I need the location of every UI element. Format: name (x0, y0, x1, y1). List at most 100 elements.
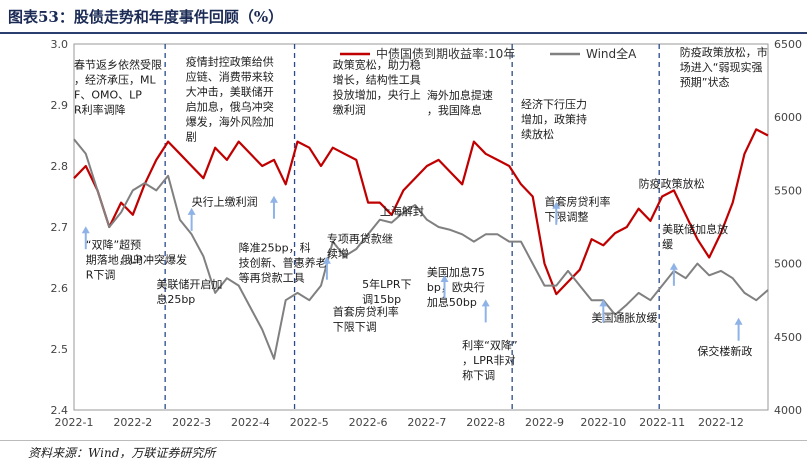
x-tick-label: 2022-4 (231, 416, 270, 429)
annotation-line: 爆发，海外风险加 (186, 114, 274, 128)
x-tick-label: 2022-5 (290, 416, 329, 429)
annotation: 俄乌冲突爆发 (121, 253, 187, 267)
annotation: 专项再贷款继续增 (327, 231, 393, 260)
annotation-line: 美国加息75 (427, 265, 485, 279)
annotation-line: 下限调整 (545, 210, 589, 224)
annotation: 政策宽松，助力稳增长，结构性工具投放增加，央行上缴利润 (333, 57, 421, 116)
chart-title: 图表53：股债走势和年度事件回顾（%） (8, 8, 284, 26)
x-tick-label: 2022-2 (113, 416, 152, 429)
legend-label: 中债国债到期收益率:10年 (376, 46, 515, 61)
annotation-line: 场进入“弱现实强 (680, 60, 763, 74)
annotation-line: 5年LPR下 (362, 277, 411, 291)
annotation-line: 经济下行压力 (521, 97, 587, 111)
annotation: 美国加息75 bp，欧央行加息50bp (427, 265, 485, 309)
annotation: 首套房贷利率下限下调 (333, 304, 399, 333)
annotation-line: 技创新、普惠养老 (239, 255, 327, 269)
annotation-line: 海外加息提速 (427, 88, 493, 102)
annotation-line: 专项再贷款继 (327, 231, 393, 245)
x-tick-label: 2022-9 (525, 416, 564, 429)
annotation-line: 息25bp (156, 292, 195, 306)
annotation-line: 大冲击，美联储开 (186, 84, 274, 98)
annotation-line: 美国通胀放缓 (592, 311, 658, 325)
annotation: 防疫政策放松，市场进入“弱现实强预期”状态 (680, 45, 768, 89)
event-arrow-head (187, 207, 196, 215)
annotation: 降准25bp，科技创新、普惠养老等再贷款工具 (239, 240, 327, 284)
annotation-line: 剧 (186, 130, 197, 143)
annotation-line: 首套房贷利率 (545, 195, 611, 209)
event-arrow-head (269, 195, 278, 203)
annotation: 首套房贷利率下限调整 (545, 195, 611, 224)
annotation: 5年LPR下调15bp (362, 277, 411, 306)
annotation-line: ，我国降息 (427, 103, 482, 117)
annotation-line: 利率“双降” (462, 338, 517, 352)
annotation: 利率“双降”，LPR非对称下调 (462, 338, 517, 382)
annotation-line: 防疫政策放松，市 (680, 45, 768, 59)
x-tick-label: 2022-6 (349, 416, 388, 429)
annotation: 防疫政策放松 (639, 176, 705, 190)
annotation-line: 降准25bp，科 (239, 240, 311, 254)
annotation: 上海解封 (380, 204, 424, 218)
x-tick-label: 2022-10 (580, 416, 626, 429)
annotation-line: 俄乌冲突爆发 (121, 253, 187, 267)
event-arrow-head (552, 201, 561, 209)
annotation-line: R利率调降 (74, 102, 126, 116)
annotation-line: 保交楼新政 (697, 344, 752, 358)
annotation: 央行上缴利润 (192, 195, 258, 209)
annotation: 美联储加息放缓 (662, 222, 728, 251)
annotation-line: 启加息，俄乌冲突 (186, 99, 274, 113)
annotation-line: 应链、消费带来较 (186, 69, 274, 83)
annotation-line: 投放增加，央行上 (333, 87, 421, 101)
annotation-line: 增长，结构性工具 (333, 72, 421, 86)
annotation-line: 缓 (662, 238, 673, 251)
x-tick-label: 2022-8 (466, 416, 505, 429)
source-bar: 资料来源：Wind，万联证券研究所 (0, 440, 807, 466)
annotation-line: 续放松 (521, 127, 554, 141)
annotation-line: 称下调 (462, 368, 495, 382)
annotation-line: 春节返乡依然受限 (74, 57, 162, 71)
annotation-line: 续增 (327, 246, 349, 260)
event-arrow-head (599, 299, 608, 307)
annotation-line: 期落地，LP (86, 253, 143, 266)
annotation-line: 美联储加息放 (662, 222, 728, 236)
event-arrow-head (322, 256, 331, 264)
left-tick-label: 2.9 (51, 99, 69, 112)
right-tick-label: 4500 (774, 331, 802, 344)
annotation: 美国通胀放缓 (592, 311, 658, 325)
annotation: 疫情封控政策给供应链、消费带来较大冲击，美联储开启加息，俄乌冲突爆发，海外风险加… (186, 54, 274, 143)
right-tick-label: 6500 (774, 38, 802, 51)
left-tick-label: 2.5 (51, 343, 69, 356)
annotation-line: 加息50bp (427, 295, 477, 309)
annotation-line: ，LPR非对 (462, 353, 515, 367)
annotation-line: R下调 (86, 268, 116, 281)
annotation-line: 首套房贷利率 (333, 304, 399, 318)
x-tick-label: 2022-11 (639, 416, 685, 429)
right-tick-label: 6000 (774, 111, 802, 124)
annotation: 春节返乡依然受限，经济承压，ML F、OMO、LP R利率调降 (74, 57, 162, 116)
annotation: 海外加息提速，我国降息 (427, 88, 493, 117)
x-tick-label: 2022-3 (172, 416, 211, 429)
annotation-line: ，经济承压，ML (74, 72, 156, 86)
annotation-line: 央行上缴利润 (192, 195, 258, 209)
annotation: 保交楼新政 (697, 344, 752, 358)
legend-label: Wind全A (586, 46, 637, 61)
annotation-line: 上海解封 (380, 204, 424, 218)
annotation-line: “双降”超预 (86, 237, 141, 251)
left-tick-label: 3.0 (51, 38, 69, 51)
left-tick-label: 2.4 (51, 404, 69, 417)
event-arrow-head (81, 226, 90, 234)
annotation-line: 疫情封控政策给供 (186, 54, 274, 68)
event-arrow-head (481, 299, 490, 307)
annotation-line: 增加，政策持 (521, 112, 587, 126)
chart: 2.4 2.5 2.6 2.7 2.8 2.9 3.0 4000 4500 5000 5500 600… (51, 38, 803, 429)
annotation-line: 防疫政策放松 (639, 176, 705, 190)
title-bar: 图表53：股债走势和年度事件回顾（%） (0, 0, 807, 34)
wind-a-line (73, 138, 769, 360)
annotation-line: 等再贷款工具 (239, 270, 305, 284)
bond-yield-line (73, 128, 769, 296)
right-tick-label: 4000 (774, 404, 802, 417)
left-tick-label: 2.7 (51, 221, 69, 234)
plot-frame (73, 43, 769, 411)
annotation-line: 缴利润 (333, 102, 366, 116)
annotation-line: 下限下调 (333, 320, 377, 333)
annotation-line: 预期”状态 (680, 75, 730, 89)
